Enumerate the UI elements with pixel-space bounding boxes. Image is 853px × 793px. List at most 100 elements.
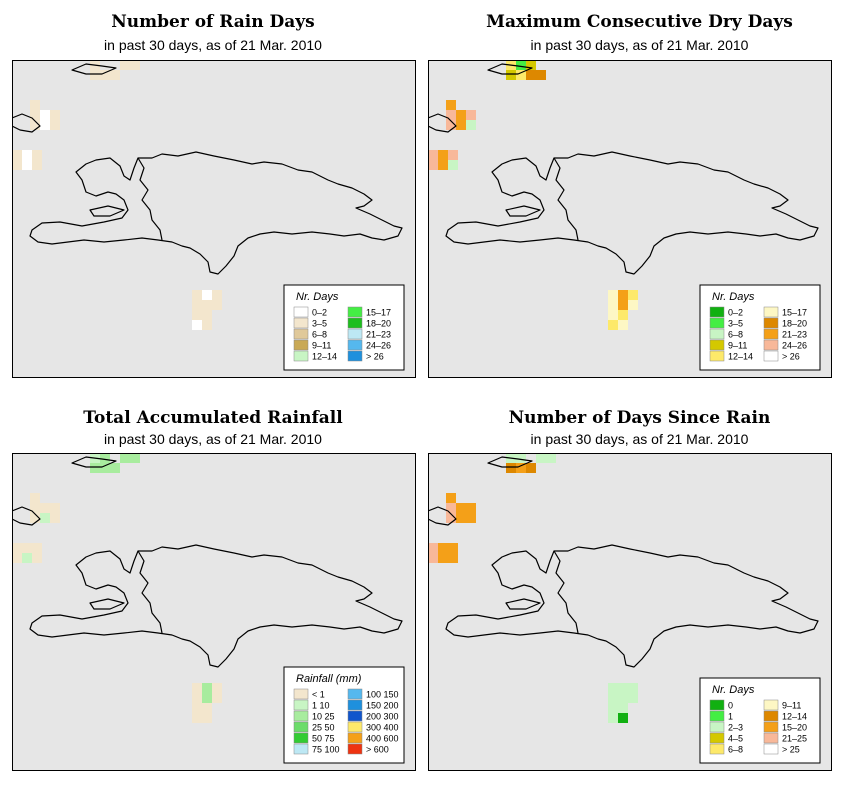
map-dry-days[interactable]: Nr. Days 0–2 3–5 6–8 9–11 12–14 15–17 18–20 21–2… xyxy=(428,60,832,378)
legend-label: 150 200 xyxy=(366,701,399,711)
grid-cell xyxy=(32,160,42,170)
legend-swatch xyxy=(293,710,309,722)
grid-cell xyxy=(192,300,202,310)
country-border xyxy=(553,157,579,241)
legend-swatch xyxy=(293,339,309,351)
legend-label: > 26 xyxy=(782,352,800,362)
grid-cells xyxy=(428,453,638,723)
grid-cell xyxy=(100,463,110,473)
legend-swatch xyxy=(709,328,725,340)
grid-cell xyxy=(448,543,458,553)
grid-cell xyxy=(506,70,516,80)
grid-cell xyxy=(50,110,60,120)
legend-swatch xyxy=(293,328,309,340)
legend-label: 1 10 xyxy=(312,701,330,711)
legend-swatch xyxy=(293,743,309,755)
legend-label: 10 25 xyxy=(312,712,335,722)
country-border xyxy=(553,550,579,634)
grid-cell xyxy=(618,310,628,320)
grid-cell xyxy=(446,110,456,120)
legend-swatch xyxy=(709,732,725,744)
grid-cell xyxy=(608,703,618,713)
legend-swatch xyxy=(709,306,725,318)
grid-cell xyxy=(202,713,212,723)
legend-swatch xyxy=(763,732,779,744)
grid-cell xyxy=(50,513,60,523)
legend-label: 24–26 xyxy=(782,341,807,351)
legend-swatch xyxy=(293,350,309,362)
legend-label: 3–5 xyxy=(312,319,327,329)
tortuga-outline xyxy=(487,63,533,75)
grid-cell xyxy=(438,160,448,170)
grid-cell xyxy=(438,150,448,160)
country-border xyxy=(137,157,163,241)
legend-swatch xyxy=(347,732,363,744)
legend-label: 6–8 xyxy=(728,330,743,340)
grid-cell xyxy=(202,290,212,300)
map-days-since-rain[interactable]: Nr. Days 0 1 2–3 4–5 6–8 9–11 12–14 15–20 21–25 > … xyxy=(428,453,832,771)
island-outline xyxy=(29,151,403,275)
legend-swatch xyxy=(763,306,779,318)
legend-label: > 26 xyxy=(366,352,384,362)
legend-swatch xyxy=(709,743,725,755)
legend-label: 9–11 xyxy=(312,341,331,351)
grid-cell xyxy=(428,543,438,553)
grid-cell xyxy=(466,503,476,513)
legend-label: 1 xyxy=(728,712,733,722)
grid-cell xyxy=(628,290,638,300)
legend-swatch xyxy=(763,699,779,711)
cuba-outline xyxy=(12,506,41,526)
legend-label: 15–17 xyxy=(782,308,807,318)
grid-cell xyxy=(446,513,456,523)
grid-cell xyxy=(22,553,32,563)
legend-title: Nr. Days xyxy=(712,684,755,696)
grid-cell xyxy=(202,320,212,330)
grid-cell xyxy=(428,553,438,563)
legend-label: 4–5 xyxy=(728,734,743,744)
panel-subtitle: in past 30 days, as of 21 Mar. 2010 xyxy=(530,37,749,53)
grid-cell xyxy=(608,310,618,320)
grid-cell xyxy=(30,493,40,503)
island-outline xyxy=(445,151,819,275)
grid-cell xyxy=(448,553,458,563)
grid-cell xyxy=(202,683,212,693)
grid-cell xyxy=(12,150,22,160)
grid-cell xyxy=(22,543,32,553)
legend-swatch xyxy=(293,721,309,733)
legend-swatch xyxy=(347,350,363,362)
grid-cell xyxy=(456,120,466,130)
panel-subtitle: in past 30 days, as of 21 Mar. 2010 xyxy=(104,37,322,53)
grid-cell xyxy=(202,703,212,713)
grid-cell xyxy=(618,683,628,693)
legend-label: 12–14 xyxy=(312,352,337,362)
legend-swatch xyxy=(763,339,779,351)
legend-label: 6–8 xyxy=(312,330,327,340)
panel-title: Number of Rain Days xyxy=(111,12,315,32)
grid-cell xyxy=(90,70,100,80)
gonave-outline xyxy=(505,205,541,217)
grid-cell xyxy=(192,310,202,320)
legend-label: 6–8 xyxy=(728,745,743,755)
grid-cell xyxy=(526,70,536,80)
panel-days-since-rain: Number of Days Since Rain in past 30 day… xyxy=(426,396,853,793)
map-frame xyxy=(12,453,416,771)
grid-cell xyxy=(40,513,50,523)
grid-cell xyxy=(618,300,628,310)
legend-label: 2–3 xyxy=(728,723,743,733)
map-rain-days[interactable]: Nr. Days 0–2 3–5 6–8 9–11 12–14 15–17 18–20 21–2… xyxy=(12,60,416,378)
grid-cell xyxy=(120,60,130,70)
legend-label: > 25 xyxy=(782,745,800,755)
grid-cell xyxy=(618,320,628,330)
grid-cell xyxy=(536,453,546,463)
grid-cell xyxy=(428,150,438,160)
legend-swatch xyxy=(709,350,725,362)
legend-label: 25 50 xyxy=(312,723,335,733)
gonave-outline xyxy=(505,598,541,610)
grid-cell xyxy=(618,703,628,713)
grid-cell xyxy=(628,300,638,310)
legend-swatch xyxy=(763,743,779,755)
grid-cell xyxy=(12,543,22,553)
